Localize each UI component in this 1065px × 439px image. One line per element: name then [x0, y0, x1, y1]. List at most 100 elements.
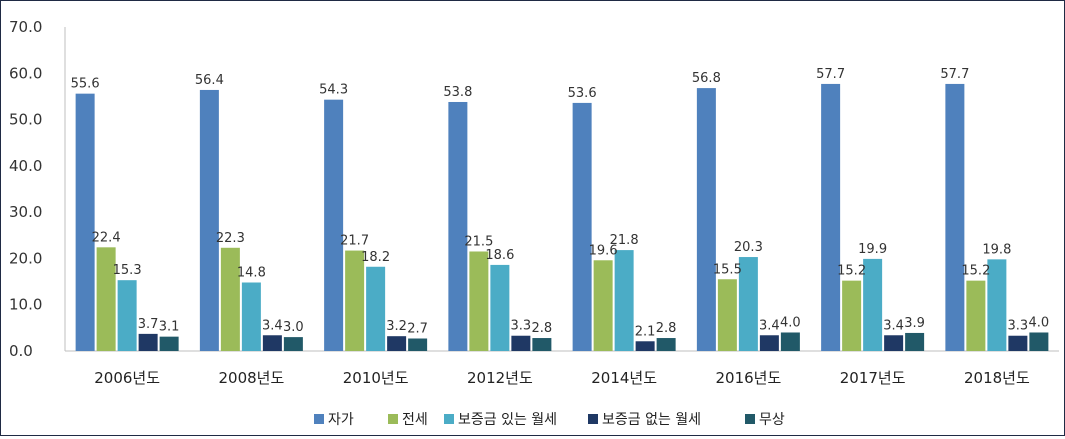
legend-swatch — [745, 414, 755, 424]
x-category-label: 2017년도 — [840, 369, 906, 387]
bars — [75, 83, 1049, 352]
bar — [759, 335, 779, 351]
data-label: 3.7 — [138, 317, 159, 332]
bar — [966, 280, 986, 351]
bar — [262, 335, 282, 351]
legend-item: 보증금 없는 월세 — [588, 412, 701, 428]
data-label: 15.5 — [713, 262, 742, 277]
data-label: 3.1 — [159, 320, 180, 335]
data-label: 3.4 — [262, 318, 283, 333]
bar — [490, 264, 510, 351]
legend-swatch — [588, 414, 598, 424]
data-label: 2.1 — [635, 324, 656, 339]
data-label: 22.4 — [92, 230, 121, 245]
bar — [283, 337, 303, 351]
legend-label: 보증금 있는 월세 — [458, 412, 557, 428]
bar — [884, 335, 904, 351]
legend-swatch — [388, 414, 398, 424]
data-label: 21.5 — [464, 234, 493, 249]
data-label: 21.7 — [340, 234, 369, 249]
bar — [324, 99, 344, 351]
data-label: 2.8 — [532, 321, 553, 336]
bar — [117, 280, 137, 351]
data-label: 4.0 — [1029, 315, 1050, 330]
bar — [821, 83, 841, 351]
bar — [572, 102, 592, 351]
x-category-label: 2006년도 — [94, 369, 160, 387]
data-label: 3.2 — [386, 319, 407, 334]
y-tick-label: 30.0 — [9, 203, 42, 221]
bar — [842, 280, 862, 351]
bar — [469, 251, 489, 351]
data-label: 21.8 — [610, 233, 639, 248]
data-label: 15.2 — [961, 264, 990, 279]
data-label: 3.3 — [1008, 319, 1029, 334]
legend-label: 전세 — [402, 412, 428, 428]
data-label: 14.8 — [237, 265, 266, 280]
bar — [635, 341, 655, 351]
bar — [863, 258, 883, 351]
data-label: 56.4 — [195, 73, 224, 88]
y-tick-label: 70.0 — [9, 18, 42, 36]
axes: 0.0 10.0 20.0 30.0 40.0 50.0 60.0 70.0 2006년도 200… — [9, 18, 1059, 387]
y-tick-label: 50.0 — [9, 111, 42, 129]
legend-item: 보증금 있는 월세 — [444, 412, 557, 428]
data-label: 4.0 — [780, 315, 801, 330]
bar — [199, 89, 219, 351]
data-label: 57.7 — [940, 67, 969, 82]
data-label: 53.8 — [443, 85, 472, 100]
data-labels: 55.622.415.33.7 3.156.422.314.83.4 3.054.3… — [71, 67, 1050, 339]
bar — [656, 338, 676, 351]
bar — [220, 247, 240, 351]
bar — [945, 83, 965, 351]
bar — [448, 101, 468, 352]
data-label: 19.9 — [858, 242, 887, 257]
y-tick-label: 40.0 — [9, 157, 42, 175]
legend-item: 자가 — [314, 412, 354, 428]
data-label: 2.7 — [407, 322, 428, 337]
data-label: 54.3 — [319, 83, 348, 98]
bar — [511, 335, 531, 351]
bar — [75, 93, 95, 351]
bar — [780, 332, 800, 351]
data-label: 19.6 — [589, 243, 618, 258]
bar — [696, 88, 716, 352]
data-label: 3.4 — [883, 318, 904, 333]
legend-item: 무상 — [745, 412, 785, 428]
bar — [593, 260, 613, 351]
y-tick-label: 60.0 — [9, 64, 42, 82]
bar — [1008, 335, 1028, 351]
bar — [138, 333, 158, 351]
bar — [1029, 332, 1049, 351]
legend-label: 보증금 없는 월세 — [602, 412, 701, 428]
bar — [905, 332, 925, 351]
data-label: 3.4 — [759, 318, 780, 333]
data-label: 3.3 — [511, 319, 532, 334]
x-category-label: 2012년도 — [467, 369, 533, 387]
data-label: 18.2 — [361, 250, 390, 265]
bar — [532, 338, 552, 351]
data-label: 3.9 — [904, 316, 925, 331]
y-tick-label: 10.0 — [9, 296, 42, 314]
bar — [345, 250, 365, 351]
bar — [987, 259, 1007, 351]
data-label: 15.2 — [837, 264, 866, 279]
legend: 자가 전세 보증금 있는 월세 보증금 없는 월세 무상 — [314, 412, 785, 428]
x-category-label: 2010년도 — [343, 369, 409, 387]
data-label: 53.6 — [568, 86, 597, 101]
data-label: 3.0 — [283, 320, 304, 335]
data-label: 55.6 — [71, 77, 100, 92]
bar — [717, 279, 737, 351]
legend-label: 자가 — [328, 412, 354, 428]
bar — [408, 338, 428, 351]
data-label: 20.3 — [734, 240, 763, 255]
y-tick-label: 20.0 — [9, 249, 42, 267]
data-label: 56.8 — [692, 71, 721, 86]
data-label: 22.3 — [216, 231, 245, 246]
x-category-label: 2018년도 — [964, 369, 1030, 387]
bar — [241, 282, 261, 351]
bar — [96, 247, 116, 351]
bar — [366, 266, 386, 351]
